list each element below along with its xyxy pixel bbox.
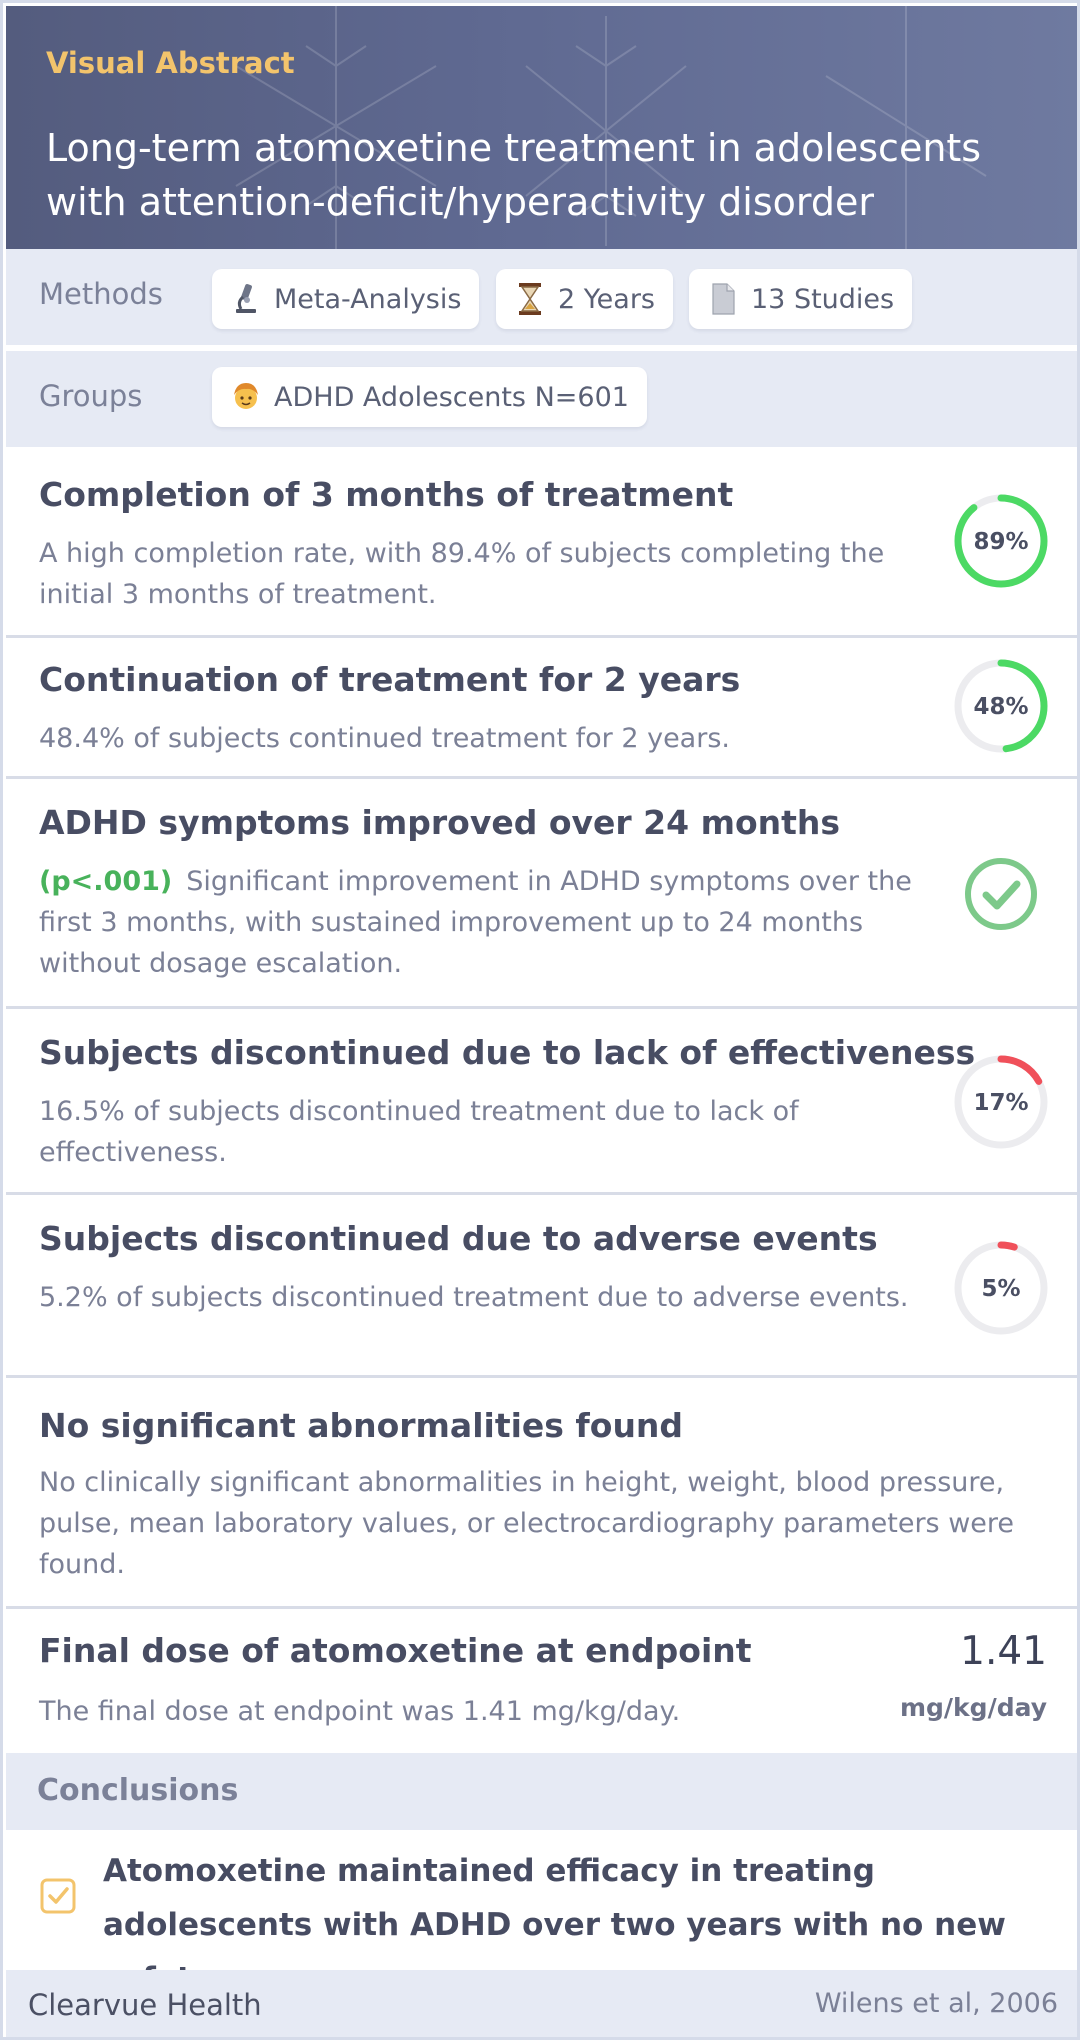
completion-progress-ring: 89% bbox=[954, 494, 1048, 588]
outcome-row: Completion of 3 months of treatment A hi… bbox=[6, 447, 1077, 638]
outcome-title: Subjects discontinued due to adverse eve… bbox=[39, 1219, 878, 1258]
progress-arc bbox=[954, 659, 1048, 753]
conclusions-heading: Conclusions bbox=[37, 1773, 239, 1808]
outcome-description: (p<.001) Significant improvement in ADHD … bbox=[39, 861, 919, 984]
outcome-description: No clinically significant abnormalities … bbox=[39, 1467, 1015, 1580]
document-icon bbox=[707, 281, 739, 317]
outcome-description: 5.2% of subjects discontinued treatment … bbox=[39, 1282, 909, 1313]
outcome-description: A high completion rate, with 89.4% of su… bbox=[39, 538, 885, 610]
kicker-label: Visual Abstract bbox=[46, 46, 295, 80]
progress-label: 89% bbox=[973, 529, 1028, 555]
outcome-description-text: Significant improvement in ADHD symptoms… bbox=[39, 866, 912, 979]
method-text: 13 Studies bbox=[751, 283, 895, 315]
group-pill-adolescents: ADHD Adolescents N=601 bbox=[212, 367, 647, 427]
groups-row: Groups ADHD Adolescents N=601 bbox=[6, 351, 1077, 447]
dose-unit: mg/kg/day bbox=[899, 1693, 1047, 1722]
conclusion-item: Atomoxetine maintained efficacy in treat… bbox=[6, 1830, 1077, 1997]
brand-name: Clearvue Health bbox=[28, 1988, 262, 2022]
outcome-title: No significant abnormalities found bbox=[39, 1406, 684, 1445]
footer: Clearvue Health Wilens et al, 2006 bbox=[6, 1970, 1077, 2037]
outcome-row: No significant abnormalities found No cl… bbox=[6, 1378, 1077, 1609]
method-text: Meta-Analysis bbox=[274, 283, 462, 315]
method-pill-studies: 13 Studies bbox=[689, 269, 913, 329]
lack-of-effectiveness-ring: 17% bbox=[954, 1055, 1048, 1149]
outcome-row: Subjects discontinued due to lack of eff… bbox=[6, 1009, 1077, 1195]
outcome-row: ADHD symptoms improved over 24 months (p… bbox=[6, 779, 1077, 1009]
progress-label: 48% bbox=[973, 694, 1028, 720]
progress-arc bbox=[954, 1241, 1048, 1335]
progress-label: 17% bbox=[973, 1090, 1028, 1116]
dose-value: 1.41 bbox=[960, 1629, 1047, 1674]
outcome-title: Final dose of atomoxetine at endpoint bbox=[39, 1631, 752, 1670]
outcome-title: Continuation of treatment for 2 years bbox=[39, 660, 741, 699]
method-pill-meta-analysis: Meta-Analysis bbox=[212, 269, 480, 329]
progress-label: 5% bbox=[981, 1276, 1020, 1302]
conclusions-header: Conclusions bbox=[6, 1753, 1077, 1830]
microscope-icon bbox=[230, 281, 262, 317]
hourglass-icon bbox=[514, 281, 546, 317]
outcome-description: 48.4% of subjects continued treatment fo… bbox=[39, 723, 730, 754]
page-title: Long-term atomoxetine treatment in adole… bbox=[46, 126, 982, 224]
progress-arc bbox=[954, 1055, 1048, 1149]
checkbox-checked-icon bbox=[40, 1878, 76, 1914]
methods-row: Methods Meta-Analysis 2 Years 13 Studies bbox=[6, 249, 1077, 348]
outcome-row: Continuation of treatment for 2 years 48… bbox=[6, 638, 1077, 779]
method-pill-duration: 2 Years bbox=[496, 269, 673, 329]
continuation-progress-ring: 48% bbox=[954, 659, 1048, 753]
outcome-row: Final dose of atomoxetine at endpoint Th… bbox=[6, 1609, 1077, 1753]
methods-label: Methods bbox=[39, 277, 163, 311]
outcome-title: ADHD symptoms improved over 24 months bbox=[39, 803, 841, 842]
adverse-events-ring: 5% bbox=[954, 1241, 1048, 1335]
outcome-description: The final dose at endpoint was 1.41 mg/k… bbox=[39, 1696, 681, 1727]
progress-arc bbox=[954, 494, 1048, 588]
checkmark-icon bbox=[965, 858, 1037, 930]
outcome-description: 16.5% of subjects discontinued treatment… bbox=[39, 1096, 799, 1168]
group-text: ADHD Adolescents N=601 bbox=[274, 381, 629, 413]
groups-label: Groups bbox=[39, 379, 143, 413]
p-value: (p<.001) bbox=[39, 866, 173, 897]
frost-decoration bbox=[235, 6, 987, 249]
outcome-title: Subjects discontinued due to lack of eff… bbox=[39, 1033, 976, 1072]
adolescent-icon bbox=[230, 379, 262, 415]
citation: Wilens et al, 2006 bbox=[814, 1988, 1058, 2019]
method-text: 2 Years bbox=[558, 283, 655, 315]
outcome-title: Completion of 3 months of treatment bbox=[39, 475, 734, 514]
outcome-row: Subjects discontinued due to adverse eve… bbox=[6, 1195, 1077, 1378]
header: Visual Abstract Long-term atomoxetine tr… bbox=[6, 6, 1077, 249]
